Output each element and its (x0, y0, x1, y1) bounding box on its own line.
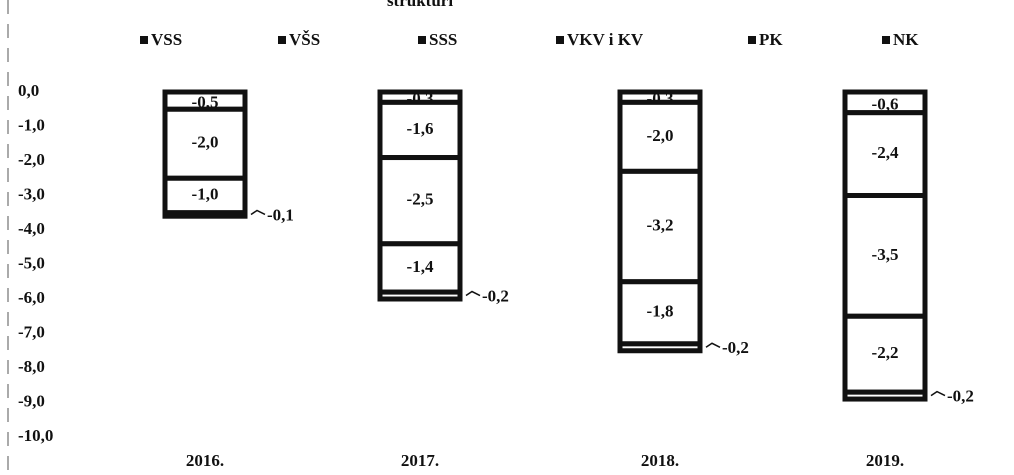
data-label: -1,6 (407, 119, 434, 138)
x-tick-label: 2019. (866, 451, 904, 470)
data-label: -0,2 (722, 338, 749, 357)
x-tick-label: 2016. (186, 451, 224, 470)
y-tick-label: -3,0 (18, 184, 45, 203)
legend-label: VKV i KV (567, 30, 644, 49)
bar-segment (617, 341, 703, 354)
legend-label: VSS (151, 30, 182, 49)
y-tick-label: 0,0 (18, 81, 39, 100)
data-label: -0,6 (872, 94, 899, 113)
data-label: -1,8 (647, 302, 674, 321)
bar-segment (842, 193, 928, 319)
bar-segment (842, 389, 928, 402)
x-tick-label: 2017. (401, 451, 439, 470)
y-tick-label: -10,0 (18, 426, 53, 445)
leader-line (465, 290, 481, 297)
y-tick-label: -6,0 (18, 288, 45, 307)
data-label: -1,4 (407, 257, 434, 276)
legend-swatch (556, 36, 564, 44)
legend-label: SSS (429, 30, 457, 49)
y-tick-label: -2,0 (18, 150, 45, 169)
data-label: -2,4 (872, 143, 899, 162)
y-tick-label: -7,0 (18, 322, 45, 341)
data-label: -2,5 (407, 190, 434, 209)
y-tick-label: -8,0 (18, 357, 45, 376)
legend-label: NK (893, 30, 919, 49)
bar-segment (377, 289, 463, 302)
data-label: -0,2 (482, 286, 509, 305)
data-label: -0,1 (267, 205, 294, 224)
leader-line (930, 390, 946, 397)
legend-swatch (418, 36, 426, 44)
bar-segment (617, 168, 703, 285)
chart-title: strukturi (387, 0, 453, 10)
bar-segment (162, 210, 248, 219)
data-label: -2,0 (647, 126, 674, 145)
data-label: -3,2 (647, 215, 674, 234)
bar-segment (842, 110, 928, 198)
y-tick-label: -1,0 (18, 115, 45, 134)
data-label: -0,2 (947, 387, 974, 406)
y-tick-label: -4,0 (18, 219, 45, 238)
data-label: -1,0 (192, 184, 219, 203)
data-label: -2,2 (872, 343, 899, 362)
legend-swatch (278, 36, 286, 44)
data-label: -2,0 (192, 133, 219, 152)
leader-line (705, 342, 721, 348)
bar-segment (842, 313, 928, 395)
y-tick-label: -9,0 (18, 391, 45, 410)
x-tick-label: 2018. (641, 451, 679, 470)
legend-swatch (882, 36, 890, 44)
y-tick-label: -5,0 (18, 253, 45, 272)
legend-swatch (140, 36, 148, 44)
legend-label: VŠS (289, 30, 320, 49)
data-label: -3,5 (872, 245, 899, 264)
legend-swatch (748, 36, 756, 44)
legend-label: PK (759, 30, 783, 49)
bar-segment (617, 99, 703, 174)
leader-line (250, 209, 266, 216)
